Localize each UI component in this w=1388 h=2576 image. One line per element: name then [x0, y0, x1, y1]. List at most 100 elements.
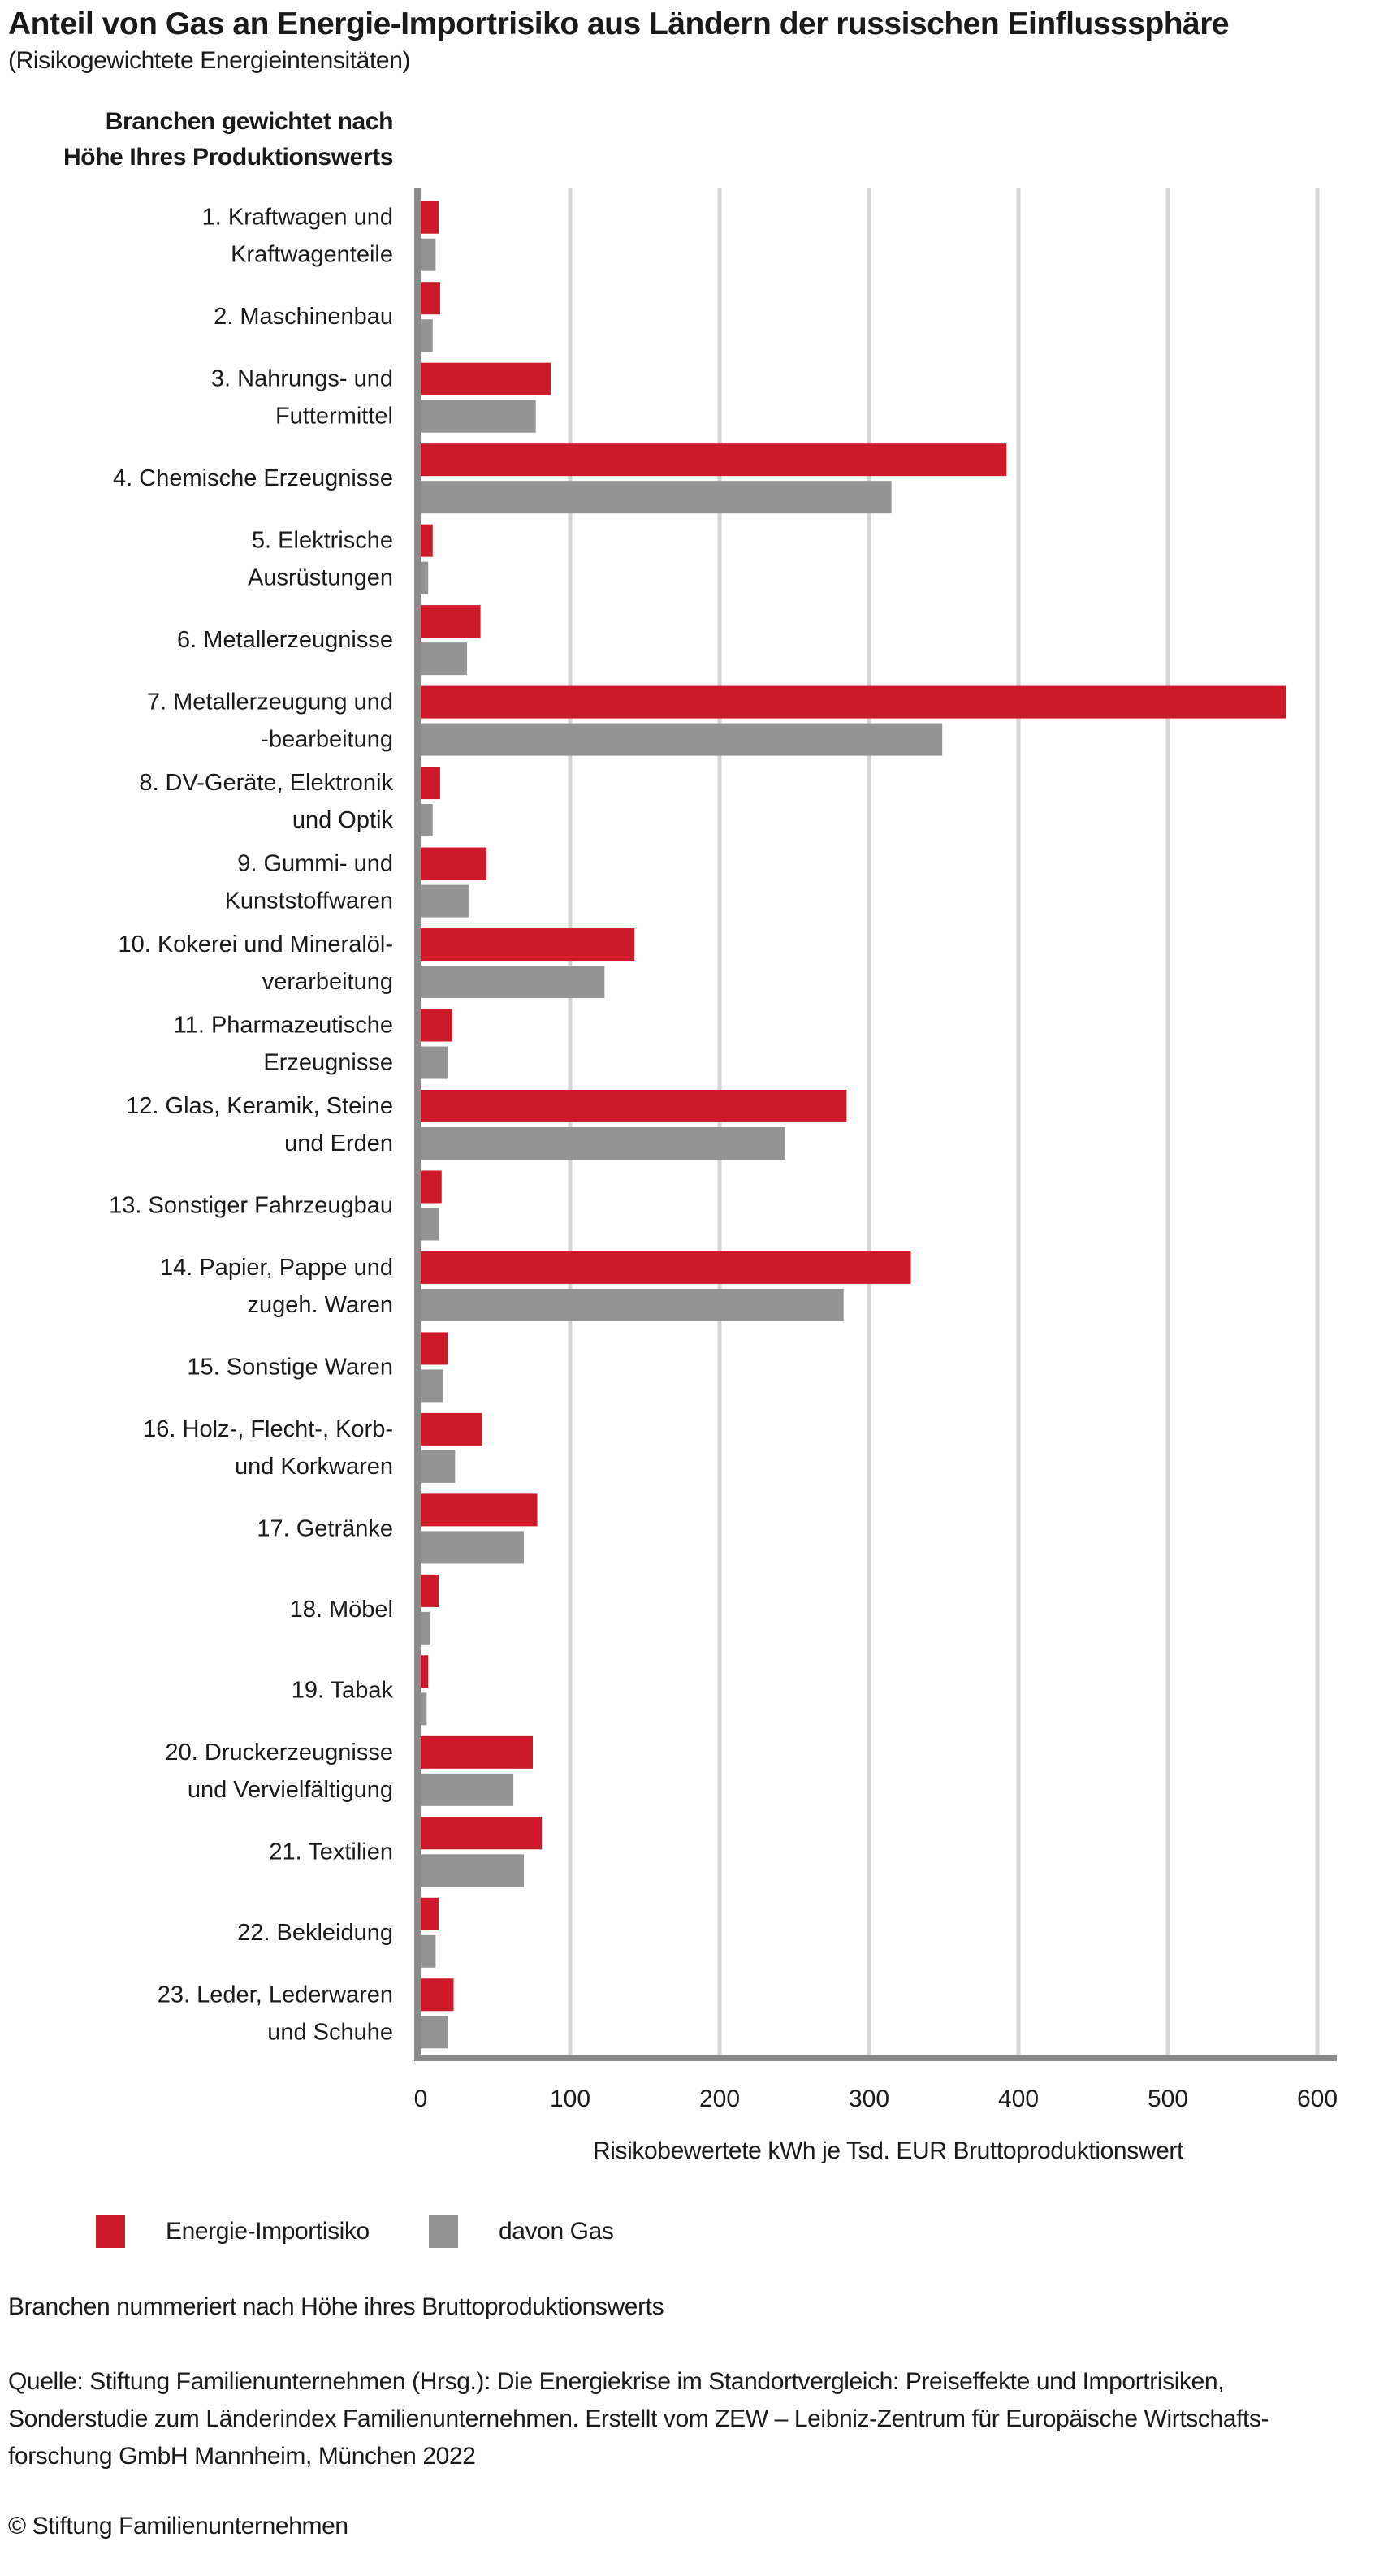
chart-subtitle: (Risikogewichtete Energieintensitäten) — [8, 47, 411, 74]
y-axis-title-line: Höhe Ihres Produktionswerts — [63, 144, 393, 171]
bar-energie-importrisiko — [421, 362, 551, 395]
bar-chart: 0 100 200 300 400 500 600 1. Kraftwagen und Kraf… — [109, 188, 1338, 2112]
category-label: 16. Holz-, Flecht-, Korb- — [143, 1416, 393, 1442]
copyright: © Stiftung Familienunternehmen — [8, 2513, 348, 2539]
bar-energie-importrisiko — [421, 1735, 533, 1769]
source-line: Sonderstudie zum Länderindex Familienunt… — [8, 2405, 1269, 2432]
bar-davon-gas — [421, 884, 469, 918]
category-label: und Schuhe — [267, 2019, 393, 2045]
category-label: Futtermittel — [275, 404, 393, 430]
source-line: forschung GmbH Mannheim, München 2022 — [8, 2443, 476, 2470]
bar-davon-gas — [421, 1611, 430, 1645]
category-label: 14. Papier, Pappe und — [160, 1255, 393, 1281]
category-label: und Optik — [292, 807, 394, 833]
bar-energie-importrisiko — [421, 1817, 543, 1850]
bar-davon-gas — [421, 1692, 427, 1726]
category-label: 2. Maschinenbau — [214, 304, 393, 330]
bar-energie-importrisiko — [421, 282, 440, 315]
chart-title: Anteil von Gas an Energie-Importrisiko a… — [8, 6, 1230, 41]
bar-energie-importrisiko — [421, 1009, 452, 1042]
category-label: 8. DV-Geräte, Elektronik — [139, 770, 393, 796]
bar-davon-gas — [421, 561, 429, 594]
category-label: 15. Sonstige Waren — [187, 1354, 393, 1380]
legend-item-energie-importrisiko: Energie-Importisiko — [96, 2215, 370, 2248]
category-label: 3. Nahrungs- und — [211, 366, 393, 392]
bar-davon-gas — [421, 1531, 524, 1564]
category-label: 18. Möbel — [290, 1597, 393, 1623]
category-label: 21. Textilien — [269, 1839, 393, 1865]
bar-energie-importrisiko — [421, 1574, 439, 1607]
legend-swatch-gray — [429, 2215, 458, 2248]
category-label: 11. Pharmazeutische — [174, 1013, 393, 1039]
category-label: 4. Chemische Erzeugnisse — [113, 465, 393, 491]
x-tick-label: 100 — [550, 2085, 590, 2112]
bar-energie-importrisiko — [421, 1655, 429, 1688]
bar-energie-importrisiko — [421, 1897, 439, 1930]
bar-davon-gas — [421, 319, 433, 352]
bar-davon-gas — [421, 1046, 448, 1079]
bar-davon-gas — [421, 723, 943, 756]
bar-davon-gas — [421, 1934, 436, 1968]
category-label: Erzeugnisse — [263, 1050, 393, 1076]
bar-davon-gas — [421, 1773, 514, 1806]
legend-item-davon-gas: davon Gas — [429, 2215, 614, 2248]
bar-davon-gas — [421, 481, 892, 514]
x-tick-label: 0 — [414, 2085, 428, 2112]
category-label: verarbeitung — [262, 969, 393, 995]
category-label: 17. Getränke — [257, 1515, 393, 1541]
category-label: Ausrüstungen — [248, 565, 393, 591]
category-label: 7. Metallerzeugung und — [147, 689, 393, 715]
x-tick-label: 200 — [699, 2085, 740, 2112]
bar-davon-gas — [421, 1288, 844, 1321]
bar-energie-importrisiko — [421, 1251, 911, 1284]
source-line: Quelle: Stiftung Familienunternehmen (Hr… — [8, 2368, 1225, 2395]
bar-energie-importrisiko — [421, 847, 486, 880]
bar-davon-gas — [421, 1854, 524, 1887]
bar-energie-importrisiko — [421, 605, 481, 638]
category-label: 13. Sonstiger Fahrzeugbau — [109, 1192, 393, 1218]
bar-energie-importrisiko — [421, 767, 440, 800]
category-label: 23. Leder, Lederwaren — [158, 1982, 393, 2008]
x-tick-label: 500 — [1148, 2085, 1188, 2112]
bar-davon-gas — [421, 1369, 443, 1403]
category-label: 12. Glas, Keramik, Steine — [126, 1093, 393, 1119]
bar-davon-gas — [421, 1127, 785, 1160]
category-label: 5. Elektrische — [252, 528, 393, 554]
legend-swatch-red — [96, 2215, 125, 2248]
category-label: 9. Gummi- und — [237, 851, 393, 877]
bar-energie-importrisiko — [421, 201, 439, 234]
category-label: zugeh. Waren — [248, 1292, 393, 1318]
bar-davon-gas — [421, 238, 436, 271]
legend-label: Energie-Importisiko — [166, 2218, 370, 2245]
y-axis-title-line: Branchen gewichtet nach — [105, 108, 394, 135]
bar-energie-importrisiko — [421, 443, 1007, 477]
x-tick-label: 600 — [1297, 2085, 1338, 2112]
category-label: Kunststoffwaren — [225, 888, 393, 914]
source: Quelle: Stiftung Familienunternehmen (Hr… — [8, 2363, 1269, 2475]
bar-energie-importrisiko — [421, 524, 433, 557]
category-label: und Vervielfältigung — [188, 1777, 393, 1803]
category-label: -bearbeitung — [261, 727, 393, 753]
category-label: und Korkwaren — [235, 1454, 393, 1480]
category-label: 1. Kraftwagen und — [202, 205, 393, 231]
bar-energie-importrisiko — [421, 1493, 538, 1527]
category-label: 19. Tabak — [292, 1677, 394, 1703]
category-label: 10. Kokerei und Mineralöl- — [118, 931, 393, 957]
category-label: 22. Bekleidung — [237, 1920, 393, 1946]
category-label: Kraftwagenteile — [231, 242, 393, 268]
bar-davon-gas — [421, 2016, 448, 2049]
bar-energie-importrisiko — [421, 928, 635, 962]
bar-davon-gas — [421, 804, 433, 837]
bar-energie-importrisiko — [421, 1090, 847, 1122]
x-tick-label: 300 — [849, 2085, 889, 2112]
bar-energie-importrisiko — [421, 685, 1286, 719]
category-label: 20. Druckerzeugnisse — [166, 1740, 393, 1766]
y-axis-title: Branchen gewichtet nach Höhe Ihres Produ… — [0, 104, 393, 175]
category-label: 6. Metallerzeugnisse — [177, 627, 393, 653]
bar-davon-gas — [421, 1208, 439, 1241]
bar-davon-gas — [421, 400, 536, 433]
bar-energie-importrisiko — [421, 1978, 454, 2012]
bar-davon-gas — [421, 642, 468, 676]
x-tick-label: 400 — [998, 2085, 1039, 2112]
category-label: und Erden — [284, 1130, 393, 1156]
